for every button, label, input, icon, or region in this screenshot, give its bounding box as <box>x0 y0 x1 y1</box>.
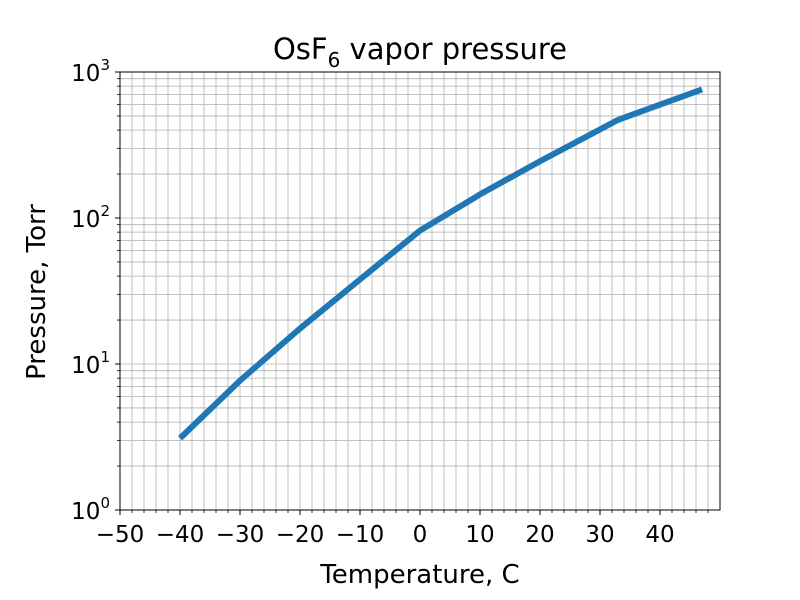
x-ticks: −50 −40 −30 −20 −10 0 10 20 30 40 <box>96 510 709 548</box>
y-tick-label: 103 <box>71 56 110 87</box>
y-tick-label: 101 <box>71 348 110 379</box>
x-tick-label: 40 <box>645 522 674 548</box>
y-tick-label: 102 <box>71 202 110 233</box>
x-tick-label: −20 <box>276 522 325 548</box>
chart-title: OsF6 vapor pressure <box>273 32 567 72</box>
y-tick-label: 100 <box>71 494 110 525</box>
series-group <box>177 86 704 441</box>
x-tick-label: −30 <box>216 522 265 548</box>
y-axis-label: Pressure, Torr <box>22 204 52 380</box>
x-tick-label: 10 <box>465 522 494 548</box>
x-tick-label: 30 <box>585 522 614 548</box>
grid <box>119 71 721 511</box>
x-tick-label: 0 <box>413 522 428 548</box>
series-line <box>177 86 704 441</box>
x-tick-label: −40 <box>156 522 205 548</box>
y-ticks: 100 101 102 103 <box>71 56 120 525</box>
x-tick-label: −50 <box>96 522 145 548</box>
x-tick-label: 20 <box>525 522 554 548</box>
x-tick-label: −10 <box>336 522 385 548</box>
x-axis-label: Temperature, C <box>319 560 519 590</box>
